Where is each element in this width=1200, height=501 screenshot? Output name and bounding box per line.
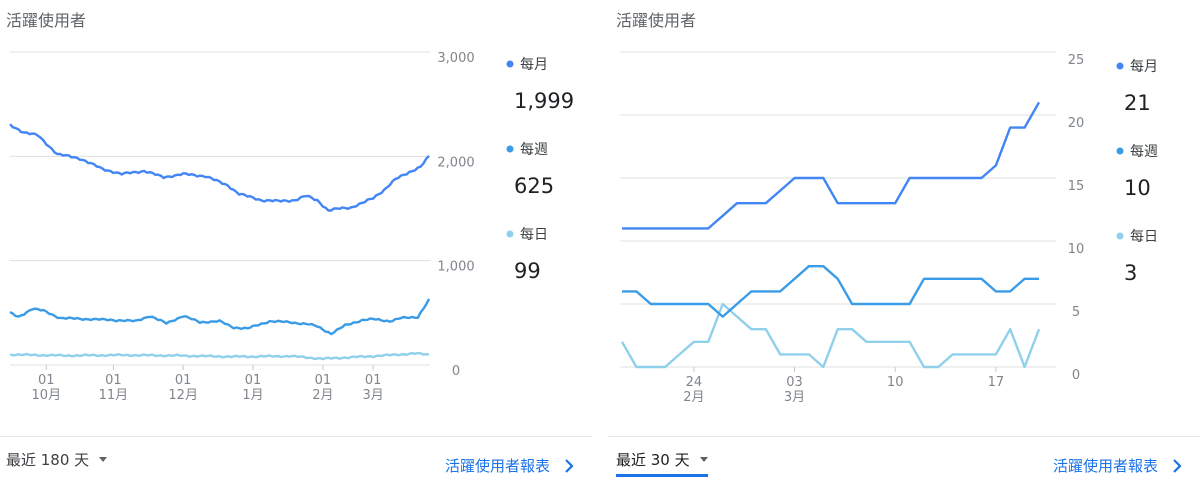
y-tick-label-4: 5 bbox=[1072, 305, 1080, 320]
x-tick-day-4: 01 bbox=[315, 373, 332, 388]
card-footer: 最近 180 天 活躍使用者報表 bbox=[0, 436, 592, 501]
x-tick-day-1: 01 bbox=[105, 373, 122, 388]
date-range-dropdown[interactable]: 最近 30 天 bbox=[616, 449, 708, 477]
y-tick-label-1: 2,000 bbox=[437, 155, 474, 170]
dropdown-caret-icon bbox=[99, 457, 108, 462]
chevron-right-icon bbox=[1173, 458, 1182, 473]
y-tick-label-1: 20 bbox=[1068, 116, 1085, 131]
legend-dot-0 bbox=[1116, 62, 1124, 70]
y-tick-label-2: 15 bbox=[1068, 179, 1085, 194]
x-tick-day-3: 01 bbox=[245, 373, 262, 388]
series-line-weekly bbox=[622, 265, 1039, 318]
date-range-dropdown[interactable]: 最近 180 天 bbox=[6, 449, 108, 470]
legend-label-0: 每月 bbox=[1130, 59, 1158, 75]
x-tick-month-2: 12月 bbox=[168, 388, 198, 403]
legend-label-1: 每週 bbox=[1130, 144, 1158, 160]
x-tick-day-2: 10 bbox=[887, 375, 904, 390]
series-line-monthly bbox=[9, 123, 430, 212]
legend-dot-0 bbox=[506, 60, 514, 68]
y-tick-label-5: 0 bbox=[1072, 368, 1080, 383]
series-line-weekly bbox=[9, 298, 431, 336]
legend-value-1: 625 bbox=[514, 174, 554, 198]
active-users-report-link[interactable]: 活躍使用者報表 bbox=[1053, 455, 1182, 476]
y-tick-label-0: 25 bbox=[1068, 53, 1085, 68]
legend-value-1: 10 bbox=[1124, 176, 1151, 200]
x-tick-day-0: 24 bbox=[686, 375, 703, 390]
x-tick-month-4: 2月 bbox=[312, 388, 333, 403]
x-tick-day-5: 01 bbox=[365, 373, 382, 388]
active-users-report-link[interactable]: 活躍使用者報表 bbox=[445, 455, 574, 476]
legend-value-0: 1,999 bbox=[514, 89, 574, 113]
y-tick-label-0: 3,000 bbox=[437, 51, 474, 66]
active-users-card-30d: 活躍使用者 25 20 15 10 5 0 24 2月 03 3月 10 17 每月 21 每週 10 每日 3 … bbox=[608, 0, 1200, 500]
active-users-card-180d: 活躍使用者 3,000 2,000 1,000 0 01 10月 01 11月 01 12月 01 1… bbox=[0, 0, 592, 500]
card-footer: 最近 30 天 活躍使用者報表 bbox=[608, 436, 1200, 501]
legend-dot-2 bbox=[506, 230, 514, 238]
date-range-label: 最近 30 天 bbox=[616, 451, 690, 469]
series-line-daily bbox=[620, 302, 1041, 369]
date-range-label: 最近 180 天 bbox=[6, 451, 90, 469]
series-line-monthly bbox=[622, 101, 1041, 230]
card-title: 活躍使用者 bbox=[616, 11, 697, 30]
chevron-right-icon bbox=[565, 458, 574, 473]
x-tick-day-0: 01 bbox=[38, 373, 55, 388]
legend-value-2: 3 bbox=[1124, 261, 1137, 285]
y-tick-label-2: 1,000 bbox=[437, 260, 474, 275]
x-tick-month-1: 11月 bbox=[99, 388, 129, 403]
x-tick-month-1: 3月 bbox=[784, 390, 805, 405]
legend-label-2: 每日 bbox=[520, 227, 548, 243]
legend-dot-1 bbox=[506, 145, 514, 153]
active-users-chart-180d: 3,0002,0001,00000110月0111月0112月011月012月0… bbox=[9, 51, 574, 403]
x-tick-day-1: 03 bbox=[786, 375, 803, 390]
x-tick-month-3: 1月 bbox=[242, 388, 263, 403]
legend-dot-2 bbox=[1116, 232, 1124, 240]
legend-label-2: 每日 bbox=[1130, 229, 1158, 245]
y-tick-label-3: 0 bbox=[452, 364, 460, 379]
legend-label-0: 每月 bbox=[520, 57, 548, 73]
x-tick-month-0: 2月 bbox=[683, 390, 704, 405]
legend-value-2: 99 bbox=[514, 259, 541, 283]
card-title: 活躍使用者 bbox=[6, 11, 87, 30]
legend-label-1: 每週 bbox=[520, 142, 548, 158]
dropdown-caret-icon bbox=[699, 457, 708, 462]
series-line-daily bbox=[9, 351, 430, 361]
legend-value-0: 21 bbox=[1124, 91, 1151, 115]
x-tick-day-2: 01 bbox=[175, 373, 192, 388]
y-tick-label-3: 10 bbox=[1068, 242, 1085, 257]
x-tick-day-3: 17 bbox=[988, 375, 1005, 390]
x-tick-month-0: 10月 bbox=[32, 388, 62, 403]
x-tick-month-5: 3月 bbox=[362, 388, 383, 403]
report-link-label: 活躍使用者報表 bbox=[444, 457, 550, 475]
report-link-label: 活躍使用者報表 bbox=[1052, 457, 1158, 475]
legend-dot-1 bbox=[1116, 147, 1124, 155]
